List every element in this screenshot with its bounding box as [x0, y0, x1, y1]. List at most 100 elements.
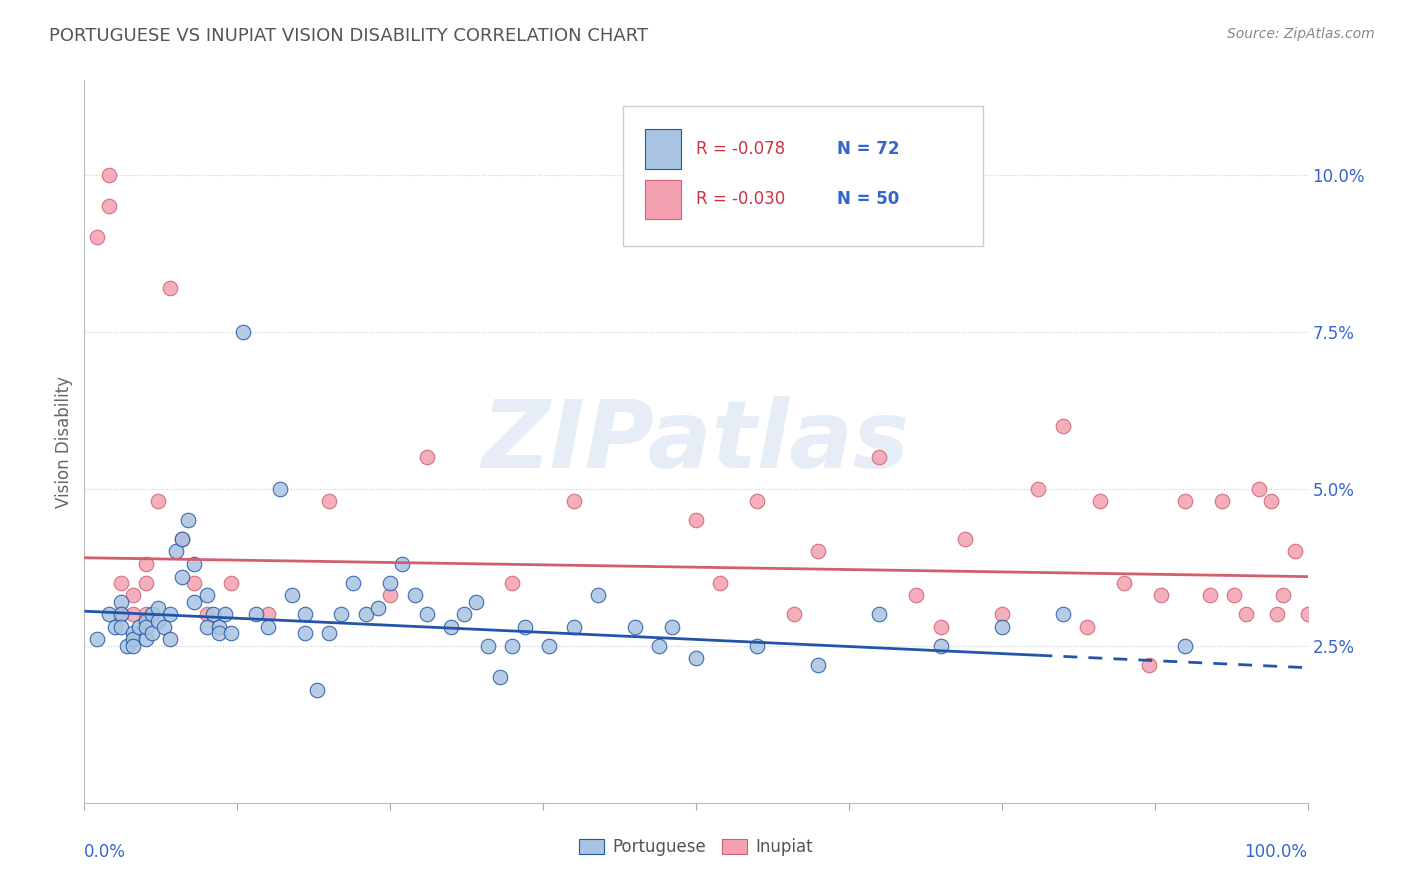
- Point: [159, 607, 181, 622]
- Point: [1150, 589, 1173, 603]
- Point: [464, 595, 486, 609]
- Point: [709, 575, 731, 590]
- FancyBboxPatch shape: [644, 129, 682, 169]
- Point: [159, 632, 181, 647]
- Point: [201, 607, 224, 622]
- Point: [562, 494, 585, 508]
- Point: [1174, 494, 1197, 508]
- Point: [1211, 494, 1233, 508]
- Point: [86, 632, 108, 647]
- Point: [513, 620, 536, 634]
- Point: [807, 544, 830, 558]
- Point: [1272, 589, 1295, 603]
- Point: [110, 607, 132, 622]
- Point: [380, 589, 402, 603]
- Point: [1114, 575, 1136, 590]
- Point: [183, 557, 205, 571]
- Point: [404, 589, 426, 603]
- Point: [122, 607, 145, 622]
- Point: [97, 607, 120, 622]
- Point: [905, 589, 928, 603]
- Point: [110, 595, 132, 609]
- FancyBboxPatch shape: [623, 105, 983, 246]
- Point: [991, 607, 1014, 622]
- Text: R = -0.078: R = -0.078: [696, 140, 785, 158]
- Point: [146, 494, 169, 508]
- Point: [146, 601, 169, 615]
- Point: [1052, 418, 1074, 433]
- Point: [232, 325, 254, 339]
- Point: [747, 639, 769, 653]
- Text: N = 72: N = 72: [837, 140, 900, 158]
- Point: [183, 595, 205, 609]
- Text: Source: ZipAtlas.com: Source: ZipAtlas.com: [1227, 27, 1375, 41]
- Point: [416, 450, 439, 465]
- Point: [219, 575, 242, 590]
- Point: [165, 544, 187, 558]
- Point: [440, 620, 463, 634]
- Point: [172, 569, 194, 583]
- Point: [135, 607, 157, 622]
- Point: [86, 230, 108, 244]
- Point: [141, 607, 163, 622]
- Point: [153, 620, 176, 634]
- Point: [110, 620, 132, 634]
- Point: [122, 632, 145, 647]
- Point: [562, 620, 585, 634]
- Point: [1088, 494, 1111, 508]
- Point: [453, 607, 475, 622]
- Text: ZIPatlas: ZIPatlas: [482, 395, 910, 488]
- Text: 100.0%: 100.0%: [1244, 843, 1308, 861]
- Point: [294, 626, 316, 640]
- Point: [342, 575, 364, 590]
- Point: [391, 557, 413, 571]
- Point: [128, 620, 150, 634]
- Point: [747, 494, 769, 508]
- Point: [245, 607, 267, 622]
- Point: [367, 601, 389, 615]
- Legend: Portuguese, Inupiat: Portuguese, Inupiat: [572, 831, 820, 863]
- Point: [195, 589, 218, 603]
- Point: [281, 589, 304, 603]
- Point: [1296, 607, 1319, 622]
- Point: [97, 168, 120, 182]
- Point: [135, 614, 157, 628]
- Point: [685, 651, 707, 665]
- Point: [1174, 639, 1197, 653]
- Point: [115, 639, 138, 653]
- Point: [177, 513, 200, 527]
- Point: [122, 626, 145, 640]
- Text: N = 50: N = 50: [837, 191, 898, 209]
- Point: [953, 532, 976, 546]
- FancyBboxPatch shape: [644, 179, 682, 219]
- Point: [502, 639, 524, 653]
- Point: [1265, 607, 1288, 622]
- Point: [183, 575, 205, 590]
- Point: [1260, 494, 1282, 508]
- Point: [1076, 620, 1098, 634]
- Point: [294, 607, 316, 622]
- Point: [135, 557, 157, 571]
- Point: [135, 575, 157, 590]
- Point: [214, 607, 236, 622]
- Point: [318, 494, 340, 508]
- Point: [141, 626, 163, 640]
- Point: [783, 607, 806, 622]
- Point: [1236, 607, 1258, 622]
- Point: [869, 607, 891, 622]
- Point: [257, 607, 280, 622]
- Point: [122, 639, 145, 653]
- Point: [172, 532, 194, 546]
- Point: [416, 607, 439, 622]
- Point: [104, 620, 127, 634]
- Point: [159, 280, 181, 294]
- Point: [807, 657, 830, 672]
- Point: [354, 607, 377, 622]
- Point: [269, 482, 291, 496]
- Text: PORTUGUESE VS INUPIAT VISION DISABILITY CORRELATION CHART: PORTUGUESE VS INUPIAT VISION DISABILITY …: [49, 27, 648, 45]
- Point: [208, 626, 231, 640]
- Point: [1028, 482, 1050, 496]
- Point: [380, 575, 402, 590]
- Point: [477, 639, 499, 653]
- Point: [1198, 589, 1220, 603]
